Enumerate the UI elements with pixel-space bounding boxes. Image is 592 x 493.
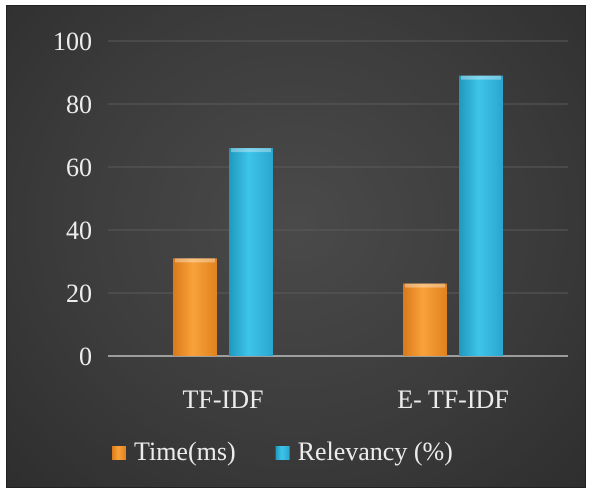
legend-label: Time(ms): [134, 437, 236, 466]
y-tick-label: 100: [53, 27, 92, 56]
y-tick-label: 80: [66, 90, 92, 119]
y-tick-label: 0: [79, 342, 92, 371]
legend-swatch: [112, 446, 126, 460]
y-tick-label: 60: [66, 153, 92, 182]
legend-label: Relevancy (%): [298, 437, 453, 466]
x-category-label: E- TF-IDF: [397, 385, 508, 414]
y-tick-label: 40: [66, 216, 92, 245]
bar: [403, 283, 447, 356]
bar: [229, 148, 273, 356]
x-category-label: TF-IDF: [183, 385, 264, 414]
y-tick-label: 20: [66, 279, 92, 308]
legend-item: Time(ms): [112, 437, 236, 466]
legend-swatch: [275, 446, 290, 460]
bar: [459, 75, 503, 357]
bar: [173, 258, 217, 356]
legend-item: Relevancy (%): [275, 437, 453, 466]
